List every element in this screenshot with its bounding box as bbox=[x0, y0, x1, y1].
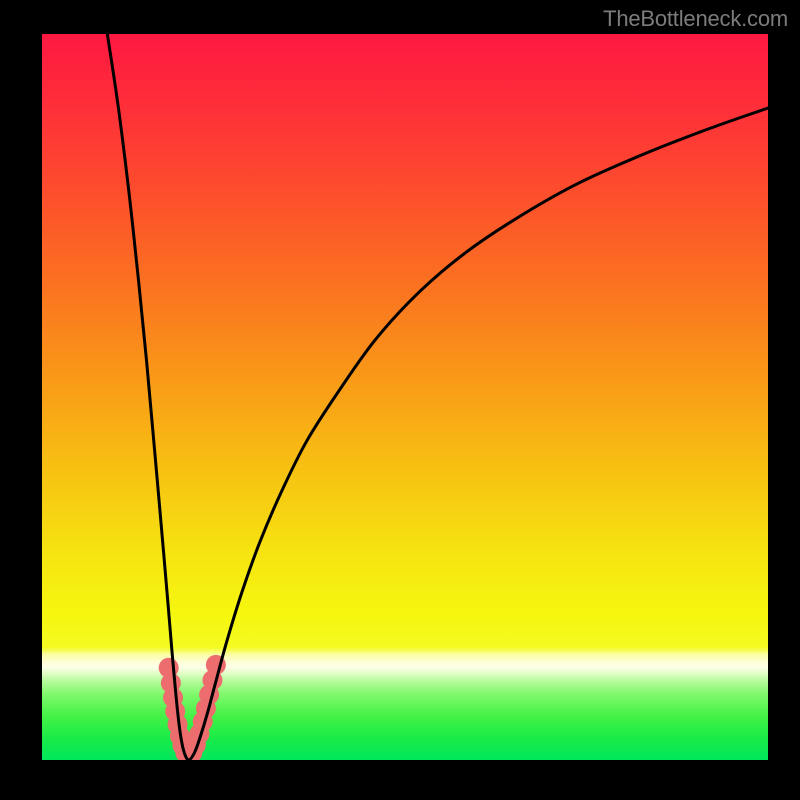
attribution-text: TheBottleneck.com bbox=[603, 6, 788, 32]
bottleneck-chart bbox=[0, 0, 800, 800]
